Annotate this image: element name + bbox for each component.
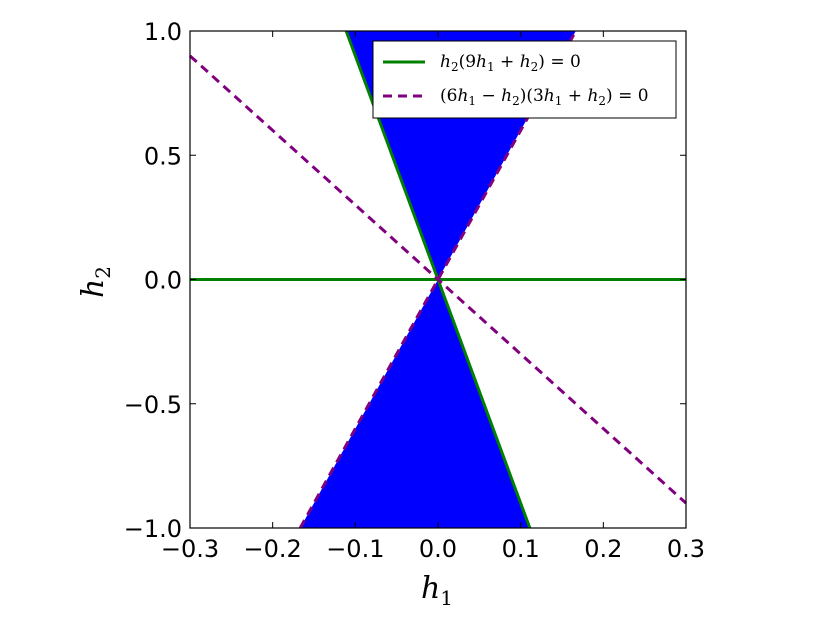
y-axis-label: h2 bbox=[76, 266, 115, 298]
y-tick-label: 0.5 bbox=[144, 142, 182, 170]
x-axis-label: h1 bbox=[421, 571, 453, 610]
x-tick-label: −0.1 bbox=[326, 535, 384, 563]
y-tick-label: −1.0 bbox=[124, 515, 182, 543]
fill-region-2 bbox=[300, 279, 530, 528]
y-tick-label: 1.0 bbox=[144, 18, 182, 46]
legend-box bbox=[372, 40, 677, 119]
x-tick-label: −0.2 bbox=[244, 535, 302, 563]
x-tick-label: 0.2 bbox=[584, 535, 622, 563]
y-tick-label: −0.5 bbox=[124, 391, 182, 419]
legend-entry-2: (6h1 − h2)(3h1 + h2) = 0 bbox=[440, 86, 649, 108]
axis-ticks: −0.3 −0.2 −0.1 0.0 0.1 0.2 0.3 1.0 0.5 0.0 −0.5 −1.… bbox=[124, 18, 705, 563]
legend: h2(9h1 + h2) = 0 (6h1 − h2)(3h1 + h2) = … bbox=[372, 40, 677, 119]
x-tick-label: 0.0 bbox=[419, 535, 457, 563]
x-tick-label: −0.3 bbox=[161, 535, 219, 563]
series-2-line-2 bbox=[188, 54, 688, 505]
x-tick-label: 0.3 bbox=[667, 535, 705, 563]
y-tick-label: 0.0 bbox=[144, 267, 182, 295]
legend-entry-1: h2(9h1 + h2) = 0 bbox=[440, 52, 581, 74]
x-tick-label: 0.1 bbox=[502, 535, 540, 563]
